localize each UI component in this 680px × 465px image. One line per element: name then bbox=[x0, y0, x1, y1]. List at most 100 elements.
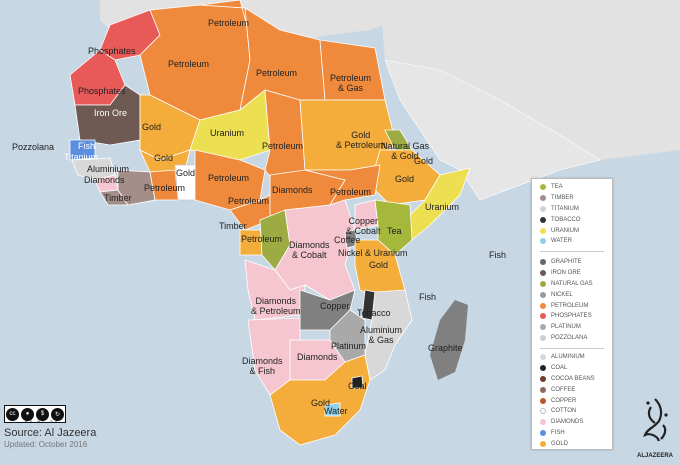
legend-swatch bbox=[540, 419, 546, 426]
legend-item-cocoa-beans: COCOA BEANS bbox=[540, 374, 595, 385]
label-diamonds-car: Diamonds bbox=[272, 185, 313, 195]
legend-label: ALUMINIUM bbox=[551, 354, 585, 361]
label-phosphates-western-sahara: Phosphates bbox=[78, 86, 126, 96]
region-mozambique bbox=[364, 289, 413, 381]
label-gold-eritrea: Gold bbox=[414, 156, 434, 166]
creative-commons-badge[interactable]: cc ● $ ↻ BY NC SA bbox=[4, 405, 66, 424]
legend-label: TEA bbox=[551, 184, 563, 191]
arabian-peninsula bbox=[384, 59, 601, 201]
legend-swatch bbox=[540, 270, 546, 277]
legend-swatch bbox=[540, 365, 546, 372]
legend-swatch bbox=[540, 313, 546, 320]
legend-swatch bbox=[540, 397, 546, 404]
label-water: Water bbox=[324, 406, 348, 416]
legend-label: COCOA BEANS bbox=[551, 375, 595, 382]
label-timber-gabon: Timber bbox=[219, 221, 247, 231]
label-titanium: Titanium bbox=[64, 152, 99, 162]
legend-swatch bbox=[540, 408, 546, 415]
region-swaziland bbox=[351, 375, 364, 389]
legend-item-titanium: TITANIUM bbox=[540, 204, 581, 215]
legend-item-graphite: GRAPHITE bbox=[540, 257, 593, 268]
legend-swatch bbox=[540, 259, 546, 266]
aljazeera-wordmark: ALJAZEERA bbox=[636, 453, 673, 459]
label-nickel-uranium: Nickel & Uranium bbox=[338, 248, 408, 258]
legend-label: COAL bbox=[551, 365, 568, 372]
legend-label: POZZOLANA bbox=[551, 334, 588, 341]
legend-swatch bbox=[540, 184, 546, 191]
legend-swatch bbox=[540, 440, 546, 447]
label-fish-ocean-north: Fish bbox=[489, 250, 507, 260]
label-petroleum-cameroon: Petroleum bbox=[228, 196, 270, 206]
legend-label: IRON ORE bbox=[551, 270, 581, 277]
legend-item-aluminium: ALUMINIUM bbox=[540, 352, 595, 363]
label-fish-ocean-south: Fish bbox=[419, 292, 437, 302]
legend-label: COTTON bbox=[551, 408, 577, 415]
legend-item-fish: FISH bbox=[540, 428, 595, 439]
legend-label: NATURAL GAS bbox=[551, 280, 593, 287]
label-diamonds-fish: Diamonds & Fish bbox=[242, 356, 283, 376]
label-gold-burkina: Gold bbox=[154, 153, 174, 163]
legend-swatch bbox=[540, 205, 546, 212]
label-copper-cobalt: Copper & Cobalt bbox=[346, 216, 381, 236]
label-gold-tanzania: Gold bbox=[369, 260, 389, 270]
legend-swatch bbox=[540, 238, 546, 245]
legend-item-uranium: URANIUM bbox=[540, 225, 581, 236]
cc-sub-label: BY NC SA bbox=[25, 419, 60, 424]
label-aluminium-gas: Aluminium & Gas bbox=[360, 325, 403, 345]
label-coal: Coal bbox=[348, 381, 367, 391]
legend-item-pozzolana: POZZOLANA bbox=[540, 333, 593, 344]
legend-item-timber: TIMBER bbox=[540, 193, 581, 204]
label-uranium-niger: Uranium bbox=[210, 128, 245, 138]
legend-item-phosphates: PHOSPHATES bbox=[540, 311, 593, 322]
legend-swatch bbox=[540, 429, 546, 436]
label-timber-liberia: Timber bbox=[104, 193, 132, 203]
legend-swatch bbox=[540, 216, 546, 223]
legend-item-diamonds: DIAMONDS bbox=[540, 417, 595, 428]
label-diamonds-petroleum: Diamonds & Petroleum bbox=[251, 296, 301, 316]
by-icon: ● bbox=[21, 407, 34, 421]
label-uranium-somalia: Uranium bbox=[425, 202, 460, 212]
nc-icon: $ bbox=[36, 407, 49, 421]
label-pozzolana: Pozzolana bbox=[12, 142, 55, 152]
label-diamonds-botswana: Diamonds bbox=[297, 352, 338, 362]
label-petroleum-south-sudan: Petroleum bbox=[330, 187, 372, 197]
legend-swatch bbox=[540, 227, 546, 234]
source-text: Source: Al Jazeera bbox=[4, 427, 97, 439]
legend-label: GOLD bbox=[551, 440, 569, 447]
label-gold-south-africa: Gold bbox=[311, 398, 331, 408]
legend-swatch bbox=[540, 375, 546, 382]
legend-item-petroleum: PETROLEUM bbox=[540, 300, 593, 311]
legend-divider bbox=[540, 251, 604, 252]
map-legend: TEA TIMBER TITANIUM TOBACCO URANIUM WATER GRA… bbox=[531, 178, 613, 450]
label-iron-ore: Iron Ore bbox=[94, 108, 128, 118]
label-phosphates-morocco: Phosphates bbox=[88, 46, 136, 56]
label-natural-gas-gold: Natural Gas & Gold bbox=[381, 141, 430, 161]
label-petroleum-gas-egypt: Petroleum & Gas bbox=[330, 73, 372, 93]
label-petroleum-north: Petroleum bbox=[208, 18, 250, 28]
label-copper-zambia: Copper bbox=[320, 301, 350, 311]
legend-group-2: GRAPHITE IRON ORE NATURAL GAS NICKEL PETROLE… bbox=[540, 257, 593, 343]
legend-label: GRAPHITE bbox=[551, 259, 582, 266]
legend-swatch bbox=[540, 354, 546, 361]
label-gold-petroleum-sudan: Gold & Petroleum bbox=[336, 130, 386, 150]
madagascar-island-bg bbox=[430, 300, 468, 380]
region-somalia bbox=[409, 167, 471, 241]
label-tobacco: Tobacco bbox=[357, 308, 391, 318]
label-petroleum-nigeria: Petroleum bbox=[208, 173, 250, 183]
legend-swatch bbox=[540, 291, 546, 298]
legend-swatch bbox=[540, 302, 546, 309]
label-diamonds-sierra: Diamonds bbox=[84, 175, 125, 185]
cc-icon: cc bbox=[6, 407, 19, 421]
legend-item-water: WATER bbox=[540, 236, 581, 247]
label-petroleum-chad: Petroleum bbox=[262, 141, 304, 151]
legend-item-coal: COAL bbox=[540, 363, 595, 374]
legend-swatch bbox=[540, 386, 546, 393]
legend-label: COPPER bbox=[551, 397, 577, 404]
legend-item-coffee: COFFEE bbox=[540, 384, 595, 395]
label-gold-ghana: Gold bbox=[176, 168, 196, 178]
legend-group-1: TEA TIMBER TITANIUM TOBACCO URANIUM WATER bbox=[540, 182, 581, 247]
legend-label: WATER bbox=[551, 238, 572, 245]
legend-item-iron-ore: IRON ORE bbox=[540, 268, 593, 279]
legend-label: URANIUM bbox=[551, 227, 579, 234]
